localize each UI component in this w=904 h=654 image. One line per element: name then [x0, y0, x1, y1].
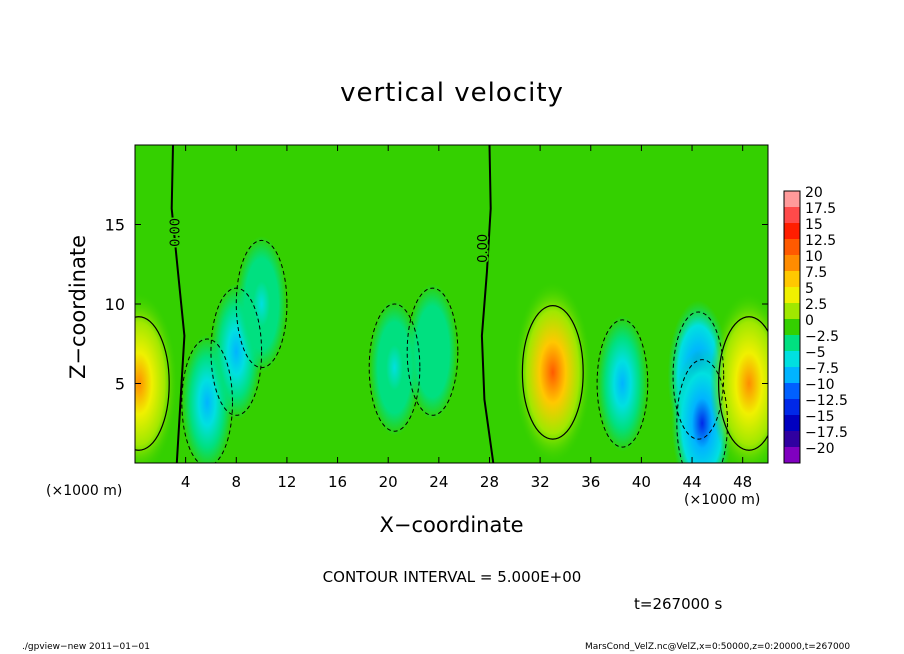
footer-left: ./gpview−new 2011−01−01 [22, 642, 150, 652]
x-unit-note-left: (×1000 m) [46, 483, 123, 499]
colorbar-swatch [784, 335, 800, 351]
colorbar-label: 12.5 [805, 233, 836, 249]
colorbar-label: 10 [805, 249, 823, 265]
contour-downdraft [676, 359, 728, 463]
colorbar-label: −15 [805, 409, 835, 425]
colorbar-swatch [784, 207, 800, 223]
field-updraft [135, 291, 178, 463]
x-tick-label: 44 [682, 473, 701, 491]
x-unit-note-right: (×1000 m) [684, 492, 761, 508]
zero-contour [480, 144, 495, 464]
footer-right: MarsCond_VelZ.nc@VelZ,x=0:50000,z=0:2000… [585, 642, 851, 652]
colorbar-swatch [784, 255, 800, 271]
field-downdraft [407, 283, 458, 420]
colorbar-label: 2.5 [805, 297, 827, 313]
x-tick-label: 4 [181, 473, 191, 491]
colorbar-swatch [784, 319, 800, 335]
field-updraft [710, 291, 768, 463]
colorbar-label: −17.5 [805, 425, 848, 441]
field-downdraft [236, 236, 287, 372]
field-downdraft [597, 315, 648, 452]
x-tick-label: 24 [429, 473, 448, 491]
colorbar-swatch [784, 447, 800, 463]
colorbar-swatch [784, 399, 800, 415]
colorbar-label: 17.5 [805, 201, 836, 217]
contour-label: 0.00 [476, 234, 491, 263]
x-tick-label: 16 [328, 473, 347, 491]
y-tick-label: 10 [105, 295, 125, 314]
x-tick-label: 36 [581, 473, 600, 491]
colorbar-label: −2.5 [805, 329, 839, 345]
colorbar-swatch [784, 271, 800, 287]
colorbar-frame [783, 190, 801, 464]
colorbar-label: 0 [805, 313, 814, 329]
contour-downdraft [596, 319, 649, 448]
field-updraft [513, 280, 592, 463]
y-axis-label: Z−coordinate [66, 235, 90, 379]
contour-downdraft [235, 239, 288, 369]
colorbar-label: −12.5 [805, 393, 848, 409]
chart-title: vertical velocity [340, 78, 564, 108]
colorbar-label: 15 [805, 217, 823, 233]
contour-lines: 0.00 0.00 [135, 144, 768, 464]
x-axis-label: X−coordinate [379, 513, 524, 537]
contour-label: 0.00 [168, 218, 183, 247]
colorbar-swatch [784, 383, 800, 399]
time-label: t=267000 s [634, 595, 723, 613]
y-tick-label: 15 [105, 216, 125, 235]
contour-downdraft [210, 287, 263, 416]
colorbar-swatch [784, 351, 800, 367]
colorbar: 2017.51512.5107.552.50−2.5−5−7.5−10−12.5… [783, 185, 848, 464]
contour-updraft [135, 316, 170, 451]
colorbar-label: 7.5 [805, 265, 827, 281]
colorbar-label: 5 [805, 281, 814, 297]
contour-downdraft [368, 303, 421, 432]
x-tick-label: 40 [632, 473, 651, 491]
x-tick-label: 20 [379, 473, 398, 491]
y-tick-label: 5 [115, 375, 125, 394]
x-tick-label: 48 [733, 473, 752, 491]
colorbar-label: −7.5 [805, 361, 839, 377]
x-tick-label: 12 [277, 473, 296, 491]
colorbar-label: −10 [805, 377, 835, 393]
colorbar-swatch [784, 367, 800, 383]
contour-updraft [521, 304, 584, 440]
x-tick-label: 32 [531, 473, 550, 491]
x-tick-label: 8 [232, 473, 242, 491]
colorbar-swatch [784, 415, 800, 431]
velocity-field [135, 236, 768, 463]
contour-downdraft [406, 287, 459, 416]
contour-updraft [718, 316, 768, 451]
contour-downdraft [672, 311, 725, 440]
colorbar-swatch [784, 303, 800, 319]
colorbar-label: 20 [805, 185, 823, 201]
colorbar-swatch [784, 191, 800, 207]
colorbar-label: −5 [805, 345, 826, 361]
colorbar-swatch [784, 431, 800, 447]
contour-interval-label: CONTOUR INTERVAL = 5.000E+00 [322, 568, 582, 586]
colorbar-swatch [784, 239, 800, 255]
contour-downdraft [181, 338, 233, 463]
field-downdraft [369, 299, 420, 436]
x-tick-label: 28 [480, 473, 499, 491]
colorbar-swatch [784, 287, 800, 303]
plot-area: 0.00 0.00 [134, 144, 769, 464]
zero-contour [170, 144, 186, 464]
colorbar-swatch [784, 223, 800, 239]
colorbar-label: −20 [805, 441, 835, 457]
